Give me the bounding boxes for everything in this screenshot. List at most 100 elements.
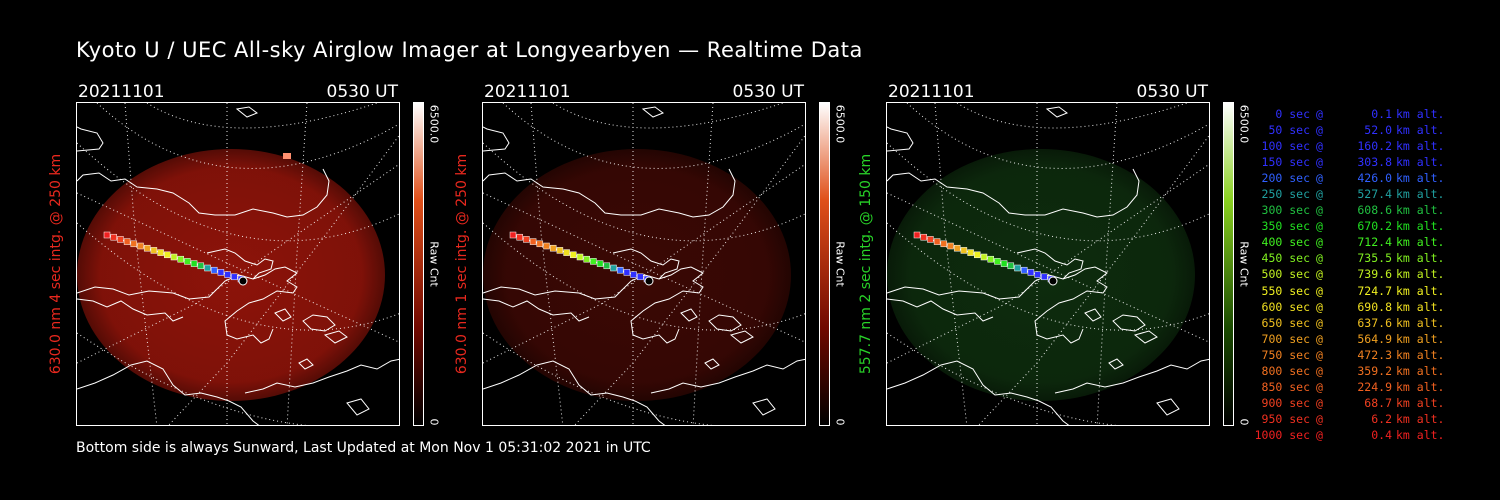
panel-time: 0530 UT (732, 82, 805, 102)
legend-time: 50 sec (1268, 123, 1310, 138)
legend-row: 650 sec @637.6 km alt. (1262, 315, 1445, 332)
legend-unit: km alt. (1396, 267, 1445, 282)
trajectory-marker (637, 273, 644, 281)
coastline (1045, 106, 1069, 118)
grid-line (552, 103, 784, 129)
coastline (1108, 358, 1124, 370)
trajectory-marker (170, 253, 178, 261)
panel-wavelength-label: 557.7 nm 2 sec intg. @ 150 km (858, 153, 874, 375)
trajectory-marker (967, 249, 974, 256)
legend-unit: km alt. (1396, 363, 1445, 378)
legend-unit: km alt. (1396, 171, 1445, 186)
bright-spot (283, 153, 291, 159)
legend-row: 50 sec @52.0 km alt. (1262, 123, 1444, 139)
trajectory-marker (596, 260, 604, 267)
coastline (298, 358, 314, 370)
airglow-image (887, 149, 1195, 401)
legend-time: 400 sec (1261, 235, 1310, 250)
launch-site-marker (1048, 276, 1058, 286)
panel-wavelength-label: 630.0 nm 1 sec intg. @ 250 km (454, 153, 470, 375)
legend-time: 250 sec (1261, 187, 1310, 202)
trajectory-marker (184, 258, 191, 265)
coastline (708, 314, 742, 332)
panel-date: 20211101 (484, 82, 571, 102)
legend-row: 700 sec @564.9 km alt. (1262, 331, 1445, 348)
legend-row: 100 sec @160.2 km alt. (1261, 139, 1445, 155)
colorbar-max-label: 6500.0 (1237, 104, 1251, 144)
allsky-map-svg (887, 103, 1209, 425)
trajectory-marker (103, 231, 111, 239)
trajectory-marker (980, 253, 988, 261)
launch-site-marker (238, 276, 248, 286)
legend-row: 750 sec @472.3 km alt. (1262, 348, 1445, 364)
coastline (752, 398, 776, 416)
panel-time: 0530 UT (1136, 82, 1209, 102)
legend-unit: km alt. (1396, 235, 1445, 250)
legend-row: 0 sec @0.1 km alt. (1262, 107, 1444, 123)
panel-date: 20211101 (78, 82, 165, 102)
grid-line (77, 142, 399, 242)
trajectory-marker (616, 266, 624, 274)
legend-time: 100 sec (1261, 139, 1310, 154)
panel-wavelength-label: 630.0 nm 4 sec intg. @ 250 km (48, 153, 64, 375)
legend-at: @ (1316, 267, 1323, 282)
legend-unit: km alt. (1396, 315, 1445, 330)
legend-unit: km alt. (1396, 107, 1445, 121)
trajectory-marker (583, 255, 590, 263)
coastline (1054, 358, 1209, 394)
legend-time: 450 sec (1261, 251, 1310, 266)
legend-altitude: 303.8 (1357, 155, 1392, 170)
coastline (887, 168, 1140, 218)
coastline (887, 266, 1108, 344)
trajectory-marker (556, 247, 564, 254)
coastline (1112, 314, 1146, 332)
legend-time: 900 sec (1261, 395, 1310, 410)
trajectory-marker (974, 251, 981, 259)
coastline (302, 314, 336, 332)
legend-row: 300 sec @608.6 km alt. (1262, 203, 1445, 219)
coastline (77, 266, 298, 344)
legend-unit: km alt. (1396, 331, 1445, 346)
page-title: Kyoto U / UEC All-sky Airglow Imager at … (76, 38, 863, 62)
coastline (77, 168, 330, 218)
legend-time: 950 sec (1261, 411, 1310, 426)
legend: 0 sec @0.1 km alt. 50 sec @52.0 km alt. 100 se… (1255, 107, 1445, 444)
trajectory-marker (610, 264, 617, 272)
trajectory-marker (927, 236, 934, 243)
legend-altitude: 52.0 (1364, 123, 1392, 138)
legend-at: @ (1316, 411, 1323, 426)
legend-at: @ (1316, 123, 1323, 138)
colorbar-unit-label: Raw Cnt (833, 241, 847, 287)
coastline (483, 168, 736, 218)
trajectory-marker (197, 262, 205, 270)
trajectory-marker (110, 233, 117, 241)
grid-line (146, 103, 378, 129)
allsky-map-svg (77, 103, 399, 425)
grid-line (978, 134, 1209, 425)
legend-unit: km alt. (1396, 123, 1445, 138)
coastline (650, 358, 805, 394)
coastline (483, 298, 590, 322)
legend-row: 250 sec @527.4 km alt. (1261, 187, 1445, 203)
trajectory-marker (224, 271, 231, 278)
legend-time: 0 sec (1275, 107, 1310, 121)
trajectory-marker (164, 251, 171, 259)
trajectory-marker (933, 238, 941, 245)
panel-time: 0530 UT (326, 82, 399, 102)
trajectory-marker (1000, 260, 1008, 267)
legend-at: @ (1316, 427, 1323, 442)
legend-unit: km alt. (1396, 251, 1445, 266)
legend-time: 1000 sec (1254, 427, 1310, 442)
legend-altitude: 160.2 (1357, 139, 1392, 154)
trajectory-marker (563, 249, 570, 256)
grid-line (483, 163, 805, 364)
allsky-image (886, 102, 1210, 426)
grid-line (96, 103, 399, 169)
trajectory-marker (570, 251, 577, 259)
grid-line (574, 134, 805, 425)
legend-at: @ (1316, 187, 1323, 202)
legend-altitude: 426.0 (1357, 171, 1392, 186)
legend-at: @ (1316, 299, 1323, 314)
coastline (729, 330, 754, 344)
coastline (483, 360, 666, 425)
